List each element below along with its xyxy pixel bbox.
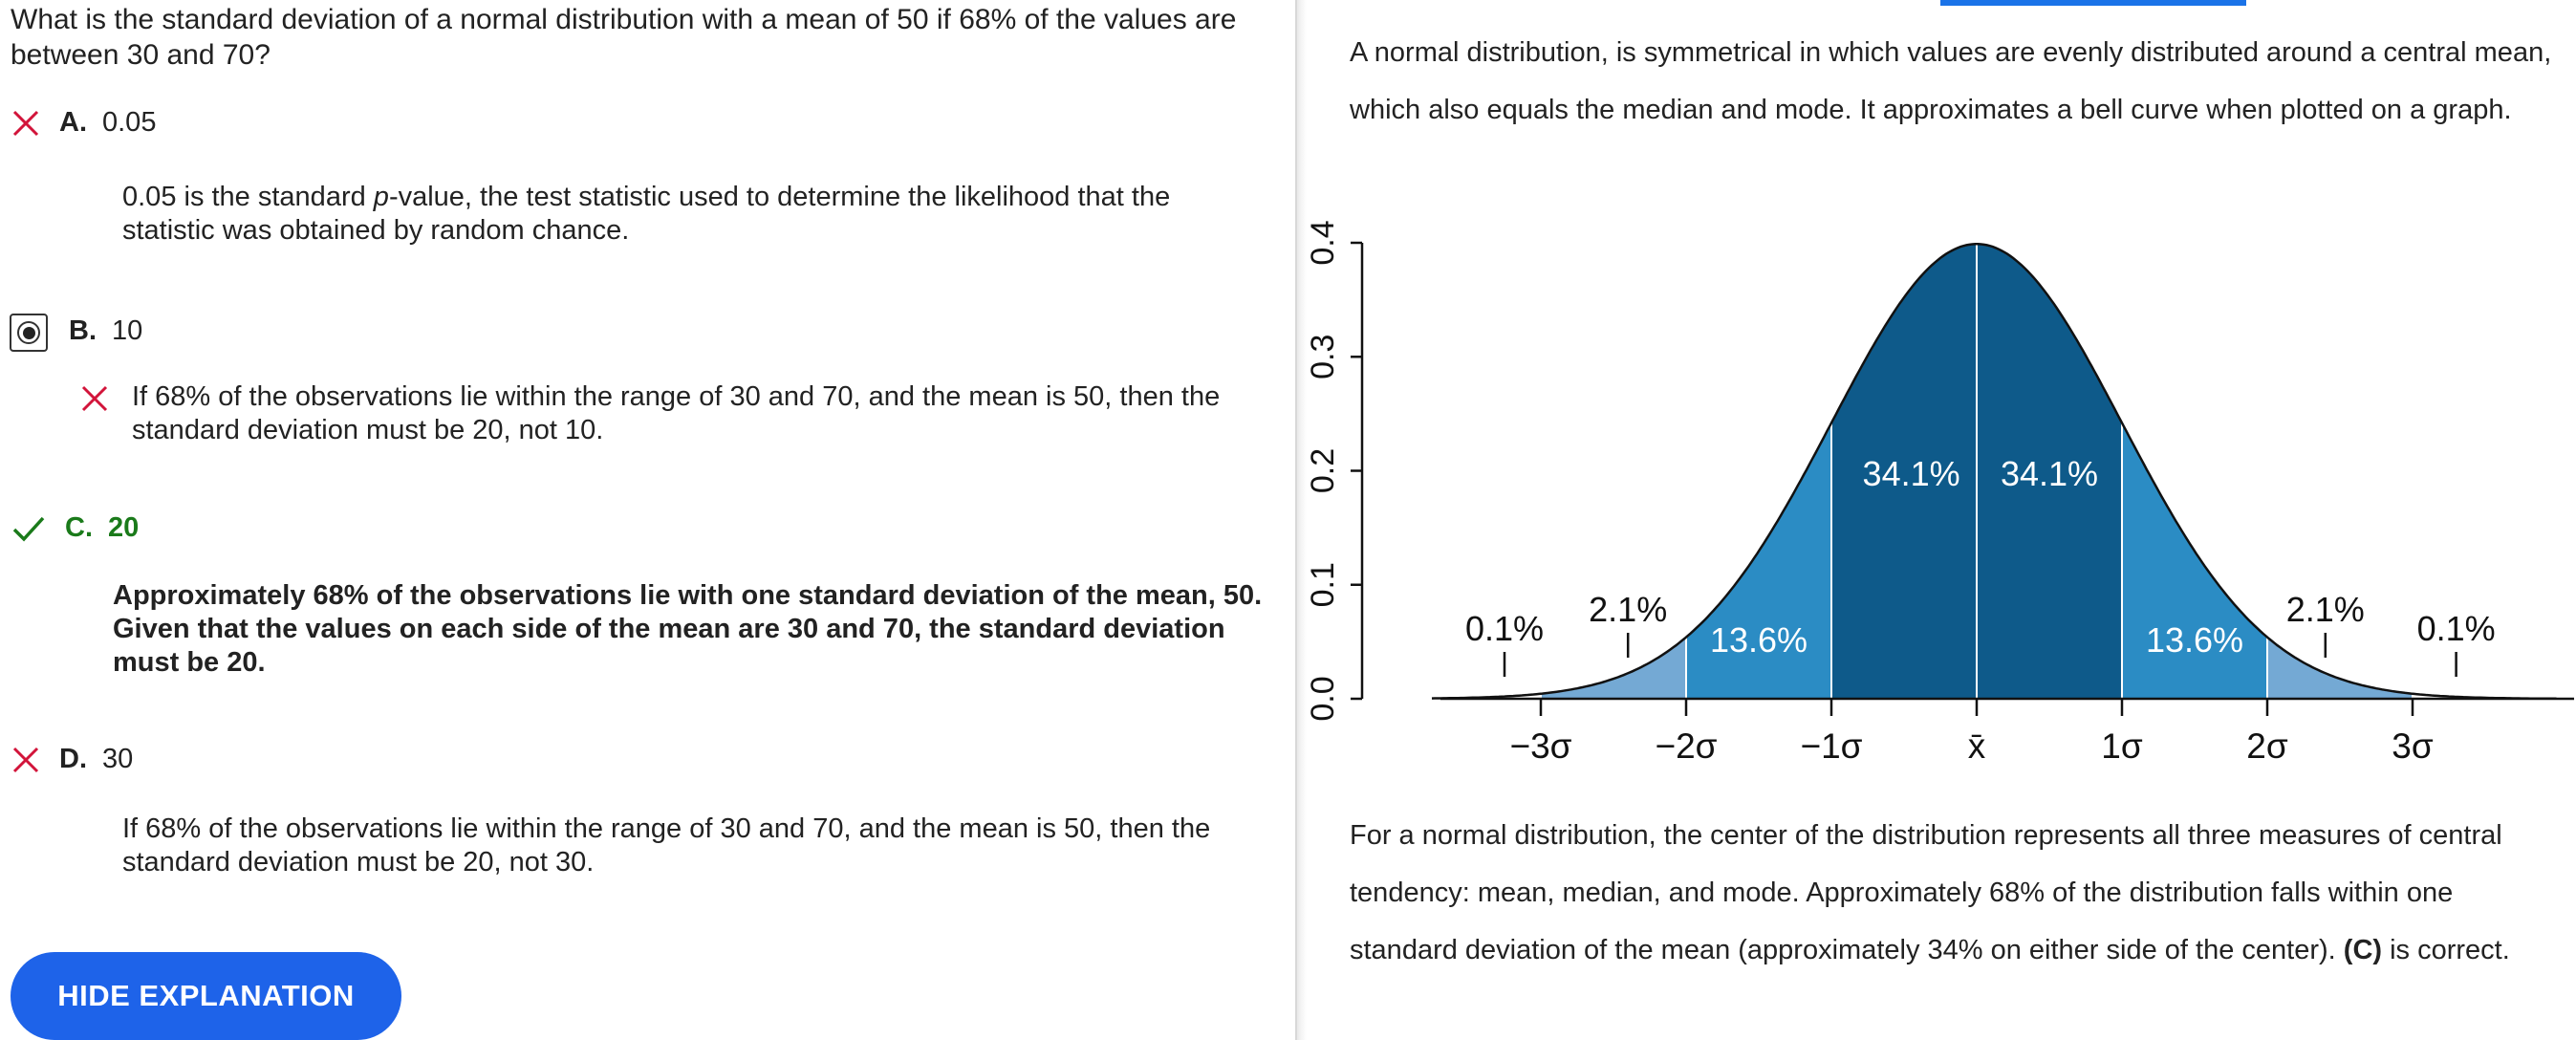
explanation-conclusion: For a normal distribution, the center of…: [1350, 807, 2554, 979]
active-tab-indicator: [1940, 0, 2246, 6]
y-tick-label-1: 0.1: [1305, 562, 1341, 607]
region-5: [2266, 635, 2414, 700]
radio-dot-icon: [22, 326, 35, 339]
percent-label-1: 2.1%: [1589, 590, 1667, 629]
hide-explanation-button[interactable]: HIDE EXPLANATION: [11, 952, 401, 1040]
percent-label-4: 34.1%: [2001, 454, 2098, 493]
conclusion-end: is correct.: [2382, 935, 2510, 965]
incorrect-x-icon: [11, 746, 40, 774]
option-c-value: 20: [108, 512, 140, 543]
x-tick-label-1: −2σ: [1655, 726, 1717, 766]
option-a-explanation-italic: p: [373, 182, 389, 212]
region-0: [1540, 635, 1687, 700]
option-a-value: 0.05: [102, 107, 157, 138]
y-tick-label-3: 0.3: [1305, 335, 1341, 379]
option-c-letter: C.: [65, 512, 93, 543]
radio-outer-icon: [17, 321, 40, 344]
bell-curve: [1431, 243, 2557, 701]
y-tick-label-4: 0.4: [1305, 220, 1341, 265]
question-panel: What is the standard deviation of a norm…: [10, 4, 1263, 1040]
option-c-explanation: Approximately 68% of the observations li…: [113, 580, 1263, 678]
conclusion-text: For a normal distribution, the center of…: [1350, 820, 2502, 965]
y-tick-label-2: 0.2: [1305, 448, 1341, 493]
option-b-value: 10: [112, 315, 143, 346]
x-tick-label-3: x̄: [1968, 726, 1986, 766]
percent-label-5: 13.6%: [2146, 620, 2243, 660]
option-a-explanation: 0.05 is the standard p-value, the test s…: [122, 181, 1231, 248]
option-a[interactable]: A. 0.05: [11, 107, 156, 139]
x-tick-label-6: 3σ: [2392, 726, 2434, 766]
option-d-letter: D.: [59, 744, 87, 774]
conclusion-answer: (C): [2343, 935, 2383, 965]
option-a-explanation-text: 0.05 is the standard: [122, 182, 374, 212]
correct-check-icon: [11, 514, 46, 543]
x-tick-label-2: −1σ: [1800, 726, 1862, 766]
x-tick-label-0: −3σ: [1509, 726, 1571, 766]
percent-label-6: 2.1%: [2286, 590, 2365, 629]
option-c[interactable]: C. 20: [11, 512, 139, 544]
percent-label-7: 0.1%: [2417, 609, 2496, 648]
option-d[interactable]: D. 30: [11, 744, 133, 775]
normal-distribution-chart: 0.0 0.1 0.2 0.3 0.4 −3σ −2σ −1σ x̄ 1σ 2σ 3σ 0.1% 2.1%…: [1305, 220, 2574, 766]
question-text: What is the standard deviation of a norm…: [11, 4, 1237, 71]
incorrect-x-icon: [80, 384, 109, 413]
option-b-letter: B.: [69, 315, 97, 346]
explanation-intro: A normal distribution, is symmetrical in…: [1350, 37, 2552, 125]
percent-label-2: 13.6%: [1710, 620, 1808, 660]
selected-answer-radio[interactable]: [10, 314, 48, 352]
option-b-explanation: If 68% of the observations lie within th…: [132, 381, 1221, 445]
panel-divider: [1295, 0, 1307, 1040]
x-tick-label-5: 2σ: [2246, 726, 2288, 766]
incorrect-x-icon: [11, 109, 40, 138]
x-tick-label-4: 1σ: [2101, 726, 2143, 766]
y-tick-label-0: 0.0: [1305, 676, 1341, 721]
option-d-explanation: If 68% of the observations lie within th…: [122, 813, 1211, 878]
option-d-value: 30: [102, 744, 134, 774]
option-a-letter: A.: [59, 107, 87, 138]
option-b[interactable]: B. 10: [69, 315, 142, 347]
percent-label-0: 0.1%: [1465, 609, 1544, 648]
option-a-explanation-rest: -value, the test statistic used to deter…: [122, 182, 1171, 246]
percent-label-3: 34.1%: [1863, 454, 1960, 493]
explanation-panel: A normal distribution, is symmetrical in…: [1305, 0, 2576, 1040]
